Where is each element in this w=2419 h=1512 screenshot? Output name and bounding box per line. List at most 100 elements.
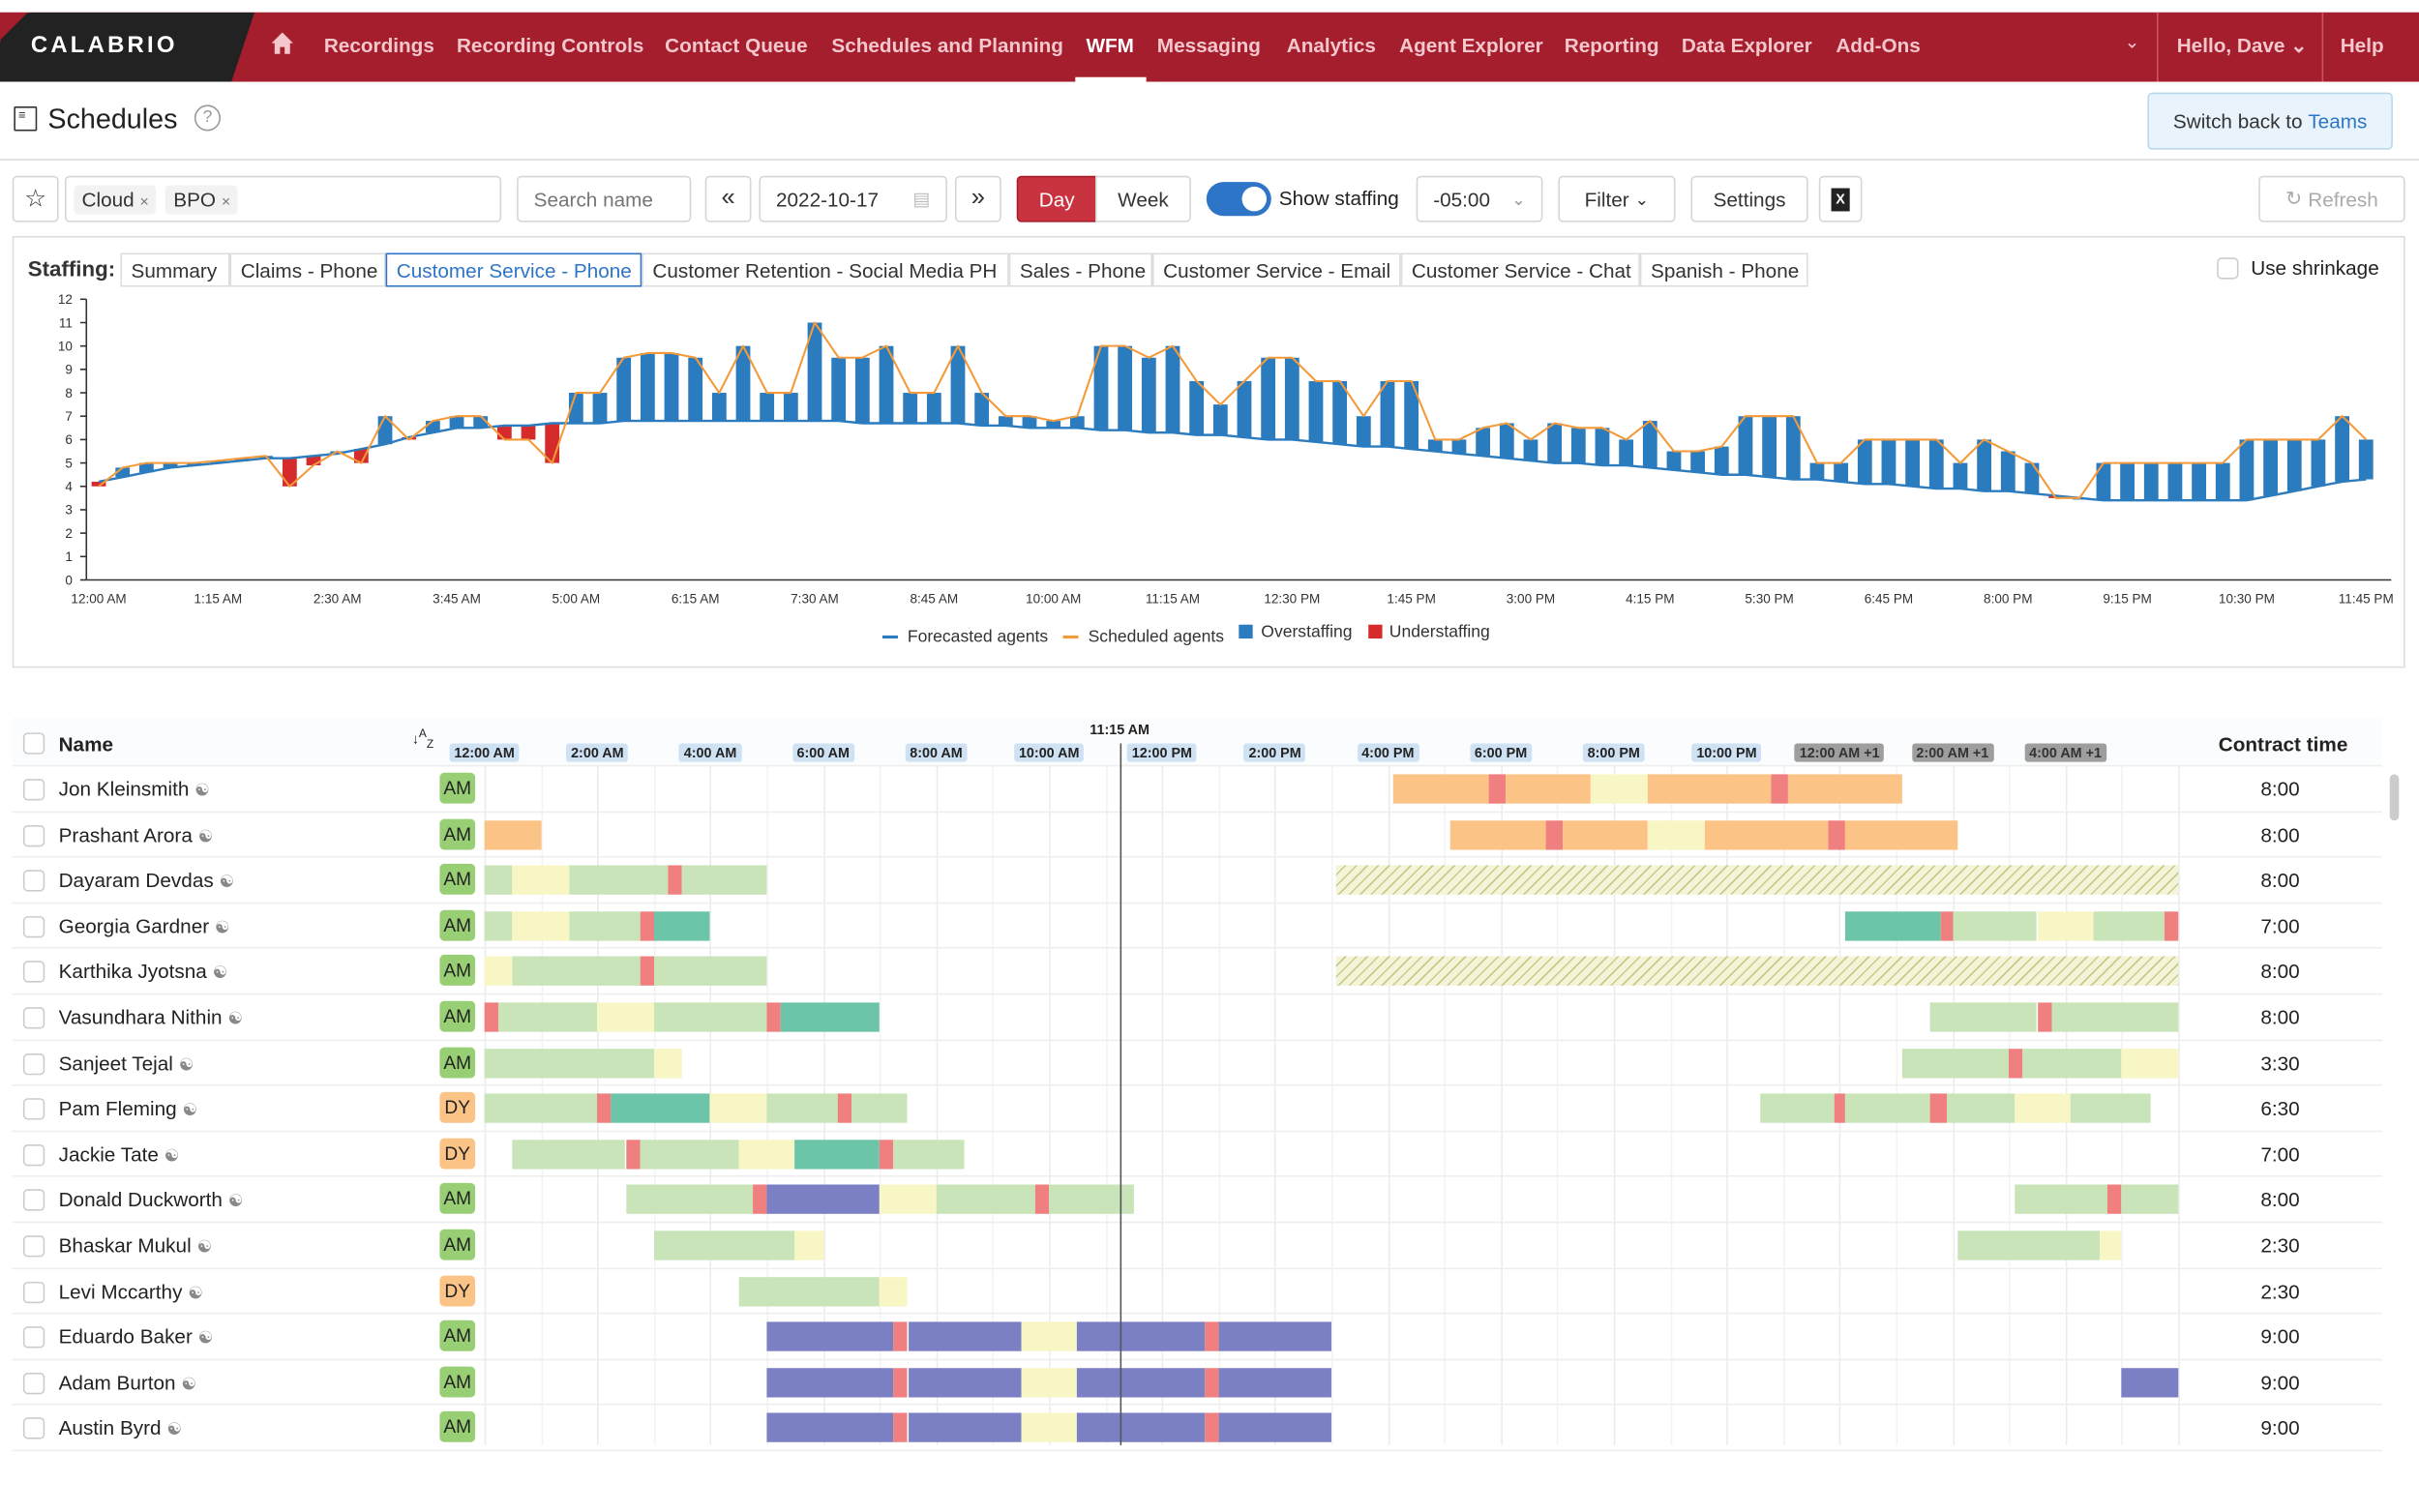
lunch-activity-block[interactable]: [512, 910, 570, 941]
agent-name[interactable]: Pam Fleming ☯: [59, 1097, 198, 1120]
agent-row[interactable]: Pam Fleming ☯ DY 6:30: [12, 1086, 2382, 1132]
nav-item-analytics[interactable]: Analytics: [1286, 34, 1376, 57]
more-nav-chevron-icon[interactable]: ⌄: [2124, 30, 2140, 53]
nav-item-contact-queue[interactable]: Contact Queue: [665, 34, 808, 57]
remove-chip-icon[interactable]: ×: [221, 193, 231, 211]
row-checkbox[interactable]: [22, 1326, 45, 1349]
lunch-activity-block[interactable]: [2037, 910, 2094, 941]
phone-activity-block[interactable]: [1506, 774, 1592, 804]
training-activity-block[interactable]: [2121, 1367, 2179, 1398]
legend-item[interactable]: Scheduled agents: [1063, 628, 1224, 646]
agent-name[interactable]: Karthika Jyotsna ☯: [59, 960, 228, 983]
lunch-activity-block[interactable]: [1020, 1321, 1078, 1351]
agent-name[interactable]: Levi Mccarthy ☯: [59, 1280, 203, 1303]
break-activity-block[interactable]: [1941, 910, 1953, 941]
legend-item[interactable]: Overstaffing: [1239, 622, 1353, 640]
work-activity-block[interactable]: [2022, 1048, 2122, 1078]
break-activity-block[interactable]: [640, 910, 654, 941]
work-activity-block[interactable]: [569, 910, 641, 941]
agent-row[interactable]: Prashant Arora ☯ AM 8:00: [12, 813, 2382, 858]
break-activity-block[interactable]: [1772, 774, 1789, 804]
staffing-tab-spanish-phone[interactable]: Spanish - Phone: [1639, 252, 1808, 287]
row-checkbox[interactable]: [22, 1372, 45, 1395]
phone-activity-block[interactable]: [484, 819, 541, 849]
agent-row[interactable]: Sanjeet Tejal ☯ AM 3:30: [12, 1041, 2382, 1086]
row-checkbox[interactable]: [22, 1281, 45, 1303]
row-checkbox[interactable]: [22, 1235, 45, 1258]
previous-date-button[interactable]: «: [704, 175, 752, 222]
nav-item-messaging[interactable]: Messaging: [1156, 34, 1261, 57]
work-activity-block[interactable]: [738, 1276, 881, 1306]
training-activity-block[interactable]: [1077, 1367, 1205, 1398]
break-activity-block[interactable]: [1204, 1367, 1219, 1398]
break-activity-block[interactable]: [2037, 1002, 2051, 1032]
work-activity-block[interactable]: [653, 957, 767, 987]
lunch-activity-block[interactable]: [1020, 1413, 1078, 1443]
break-activity-block[interactable]: [752, 1185, 767, 1215]
break-activity-block[interactable]: [893, 1367, 909, 1398]
work-activity-block[interactable]: [681, 865, 767, 896]
work-activity-block[interactable]: [766, 1093, 838, 1124]
search-name-input[interactable]: [517, 175, 692, 222]
phone-activity-block[interactable]: [1449, 819, 1546, 849]
work-activity-block[interactable]: [569, 865, 669, 896]
agent-name[interactable]: Prashant Arora ☯: [59, 823, 214, 846]
legend-item[interactable]: Understaffing: [1367, 622, 1490, 640]
break-activity-block[interactable]: [1834, 1093, 1845, 1124]
break-activity-block[interactable]: [2009, 1048, 2023, 1078]
timezone-select[interactable]: -05:00 ⌄: [1416, 175, 1543, 222]
agent-name[interactable]: Sanjeet Tejal ☯: [59, 1052, 194, 1075]
break-activity-block[interactable]: [837, 1093, 851, 1124]
agent-name[interactable]: Austin Byrd ☯: [59, 1416, 183, 1439]
hatched-activity-block[interactable]: [1335, 957, 2179, 987]
work-activity-block[interactable]: [653, 1002, 767, 1032]
row-checkbox[interactable]: [22, 1098, 45, 1120]
meeting-activity-block[interactable]: [794, 1139, 881, 1170]
agent-row[interactable]: Dayaram Devdas ☯ AM 8:00: [12, 858, 2382, 904]
nav-item-agent-explorer[interactable]: Agent Explorer: [1399, 34, 1543, 57]
work-activity-block[interactable]: [2071, 1093, 2151, 1124]
lunch-activity-block[interactable]: [2099, 1230, 2122, 1260]
work-activity-block[interactable]: [936, 1185, 1035, 1215]
meeting-activity-block[interactable]: [780, 1002, 881, 1032]
row-checkbox[interactable]: [22, 1052, 45, 1075]
user-menu[interactable]: Hello, Dave ⌄: [2177, 34, 2308, 59]
work-activity-block[interactable]: [851, 1093, 909, 1124]
break-activity-block[interactable]: [893, 1321, 909, 1351]
week-view-button[interactable]: Week: [1095, 175, 1191, 222]
lunch-activity-block[interactable]: [738, 1139, 795, 1170]
break-activity-block[interactable]: [625, 1139, 641, 1170]
break-activity-block[interactable]: [880, 1139, 894, 1170]
agent-row[interactable]: Karthika Jyotsna ☯ AM 8:00: [12, 949, 2382, 995]
break-activity-block[interactable]: [1828, 819, 1845, 849]
lunch-activity-block[interactable]: [710, 1093, 767, 1124]
work-activity-block[interactable]: [625, 1185, 753, 1215]
break-activity-block[interactable]: [640, 957, 654, 987]
break-activity-block[interactable]: [1489, 774, 1507, 804]
agent-name[interactable]: Vasundhara Nithin ☯: [59, 1006, 244, 1029]
break-activity-block[interactable]: [1034, 1185, 1050, 1215]
break-activity-block[interactable]: [1929, 1093, 1948, 1124]
row-checkbox[interactable]: [22, 824, 45, 846]
work-activity-block[interactable]: [2015, 1185, 2108, 1215]
lunch-activity-block[interactable]: [512, 865, 570, 896]
meeting-activity-block[interactable]: [653, 910, 711, 941]
break-activity-block[interactable]: [893, 1413, 909, 1443]
nav-item-reporting[interactable]: Reporting: [1564, 34, 1659, 57]
work-activity-block[interactable]: [2121, 1185, 2179, 1215]
lunch-activity-block[interactable]: [1020, 1367, 1078, 1398]
lunch-activity-block[interactable]: [1647, 819, 1705, 849]
show-staffing-toggle[interactable]: [1206, 182, 1271, 217]
agent-name[interactable]: Bhaskar Mukul ☯: [59, 1234, 213, 1258]
lunch-activity-block[interactable]: [2121, 1048, 2179, 1078]
staffing-tab-customer-service-chat[interactable]: Customer Service - Chat: [1400, 252, 1640, 287]
work-activity-block[interactable]: [512, 957, 641, 987]
agent-name[interactable]: Dayaram Devdas ☯: [59, 869, 235, 892]
meeting-activity-block[interactable]: [1844, 910, 1942, 941]
break-activity-block[interactable]: [484, 1002, 499, 1032]
agent-row[interactable]: Austin Byrd ☯ AM 9:00: [12, 1406, 2382, 1452]
use-shrinkage-checkbox[interactable]: [2217, 257, 2239, 280]
phone-activity-block[interactable]: [1844, 819, 1958, 849]
work-activity-block[interactable]: [484, 865, 513, 896]
select-all-checkbox[interactable]: [22, 732, 45, 755]
